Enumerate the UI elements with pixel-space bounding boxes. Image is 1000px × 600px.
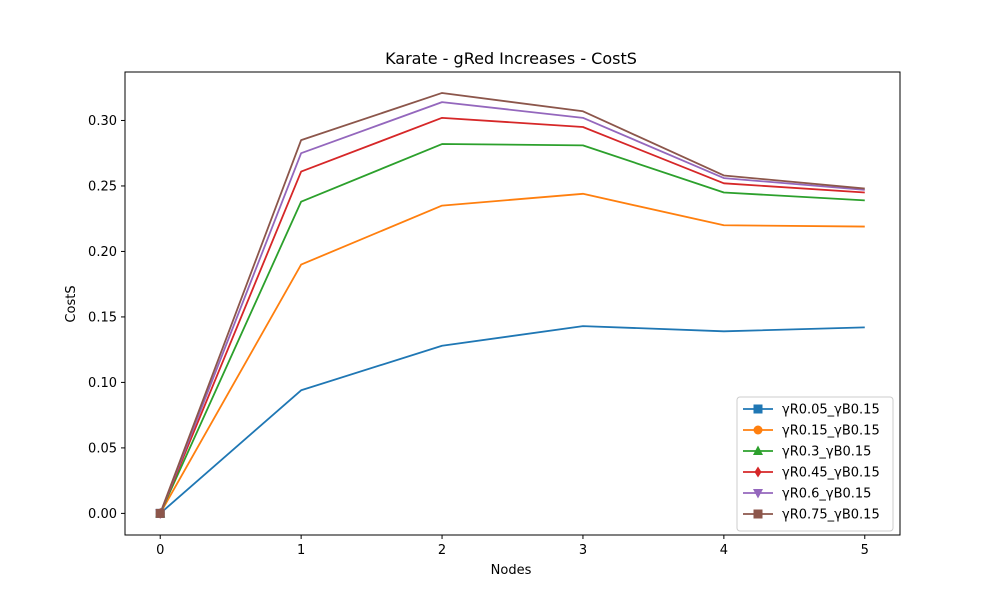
series-line [159,92,865,514]
legend-entry-label: γR0.6_γB0.15 [782,487,871,502]
x-tick-label: 2 [438,543,446,558]
legend-marker [753,489,763,499]
legend-box [736,396,894,532]
legend: γR0.05_γB0.15 γR0.15_γB0.15 γR0.3_γB0.15 γR… [736,396,894,532]
y-tick-label: 0.05 [88,441,117,456]
series-line [159,143,865,514]
legend-entry-label: γR0.05_γB0.15 [782,403,880,418]
legend-entry-label: γR0.75_γB0.15 [782,508,880,523]
series-line [159,101,865,514]
x-tick-label: 3 [579,543,587,558]
x-tick-label: 0 [156,543,164,558]
y-tick-label: 0.15 [88,310,117,325]
legend-marker [754,466,762,478]
series-line [159,325,865,515]
legend-marker [753,425,763,435]
series-line [159,116,865,514]
y-tick-label: 0.10 [88,376,117,391]
legend-marker [753,509,763,519]
plot-area: 0 1 2 3 4 5 0.00 0.05 0.10 0.15 0.20 0.25 0.30 [88,92,869,558]
legend-marker [753,445,763,455]
x-tick-label: 5 [861,543,869,558]
legend-entry-label: γR0.45_γB0.15 [782,466,880,481]
y-tick-label: 0.00 [88,507,117,522]
y-tick-label: 0.20 [88,245,117,260]
series-marker [155,508,165,518]
legend-marker [753,404,763,414]
chart-title: Karate - gRed Increases - CostS [385,49,637,68]
y-axis-label: CostS [64,285,79,322]
x-axis-label: Nodes [491,563,532,578]
y-tick-label: 0.25 [88,179,117,194]
x-tick-label: 1 [297,543,305,558]
plot-frame [124,71,901,536]
legend-entry-label: γR0.15_γB0.15 [782,424,880,439]
legend-entry-label: γR0.3_γB0.15 [782,445,871,460]
y-tick-label: 0.30 [88,114,117,129]
x-tick-label: 4 [720,543,728,558]
series-line [159,192,865,514]
